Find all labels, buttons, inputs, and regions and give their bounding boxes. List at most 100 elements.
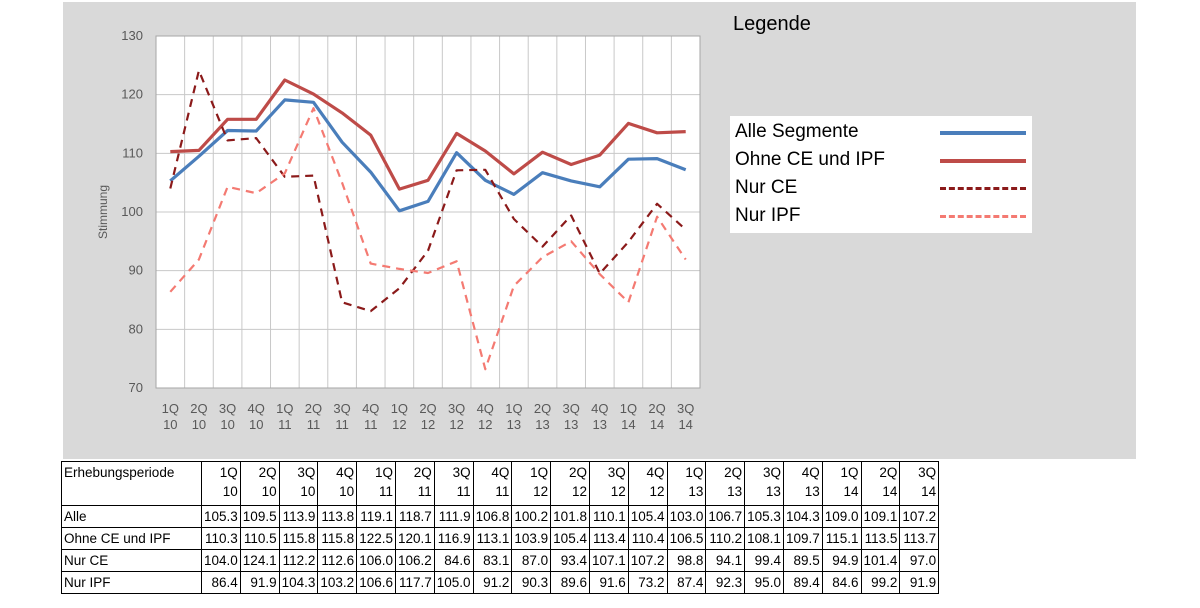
legend-swatch (940, 131, 1026, 135)
legend-item-nur-ipf: Nur IPF (735, 202, 1032, 230)
x-tick-label: 1Q (391, 401, 408, 416)
series-line-1 (170, 78, 686, 191)
table-header-row: Erhebungsperiode 1Q 10 2Q 10 3Q 10 4Q 10 1Q 11 2Q 11… (61, 461, 940, 506)
x-tick-label: 10 (192, 417, 206, 432)
table-header-cell: 3Q 11 (433, 461, 474, 506)
x-tick-label: 10 (163, 417, 177, 432)
table-cell: 117.7 (394, 571, 435, 594)
y-tick-label: 90 (129, 263, 143, 278)
table-cell: 124.1 (239, 549, 280, 572)
table-row: Ohne CE und IPF 110.3 110.5 115.8 115.8 122.5… (61, 527, 940, 550)
legend-swatch (940, 187, 1026, 190)
legend-label: Nur CE (735, 177, 798, 198)
table-header-cell: 1Q 12 (511, 461, 552, 506)
legend-title: Legende (733, 13, 811, 35)
table-cell: 115.8 (317, 527, 358, 550)
table-cell: 109.0 (821, 505, 862, 528)
table-row: Nur CE 104.0 124.1 112.2 112.6 106.0 106.2 84.6… (61, 549, 940, 572)
table-cell: 113.9 (278, 505, 319, 528)
table-cell: 107.2 (627, 549, 668, 572)
table-cell: 115.1 (821, 527, 862, 550)
legend-item-alle-segmente: Alle Segmente (735, 118, 1032, 146)
table-cell: 93.4 (550, 549, 590, 572)
table-cell: 120.1 (394, 527, 435, 550)
table-cell: 98.8 (666, 549, 707, 572)
x-tick-label: 3Q (562, 401, 579, 416)
x-tick-label: 4Q (477, 401, 494, 416)
x-tick-label: 12 (392, 417, 406, 432)
x-tick-label: 11 (307, 417, 321, 432)
x-tick-label: 12 (421, 417, 435, 432)
table-cell: 84.6 (821, 571, 862, 594)
x-tick-label: 12 (478, 417, 492, 432)
table-cell: 109.7 (782, 527, 823, 550)
y-tick-label: 70 (129, 380, 143, 395)
table-cell: 104.3 (278, 571, 319, 594)
table-cell: 91.9 (899, 571, 940, 594)
x-tick-label: 13 (593, 417, 607, 432)
x-tick-label: 2Q (534, 401, 551, 416)
series-line-0 (169, 98, 687, 213)
table-header-cell: 2Q 12 (550, 461, 590, 506)
x-tick-label: 13 (535, 417, 549, 432)
x-tick-label: 10 (249, 417, 263, 432)
x-tick-label: 10 (220, 417, 234, 432)
y-tick-label: 120 (121, 87, 143, 102)
y-tick-label: 110 (122, 145, 143, 160)
series-line-3 (169, 107, 687, 371)
x-tick-label: 14 (678, 417, 692, 432)
table-cell: 113.8 (317, 505, 358, 528)
legend-label: Alle Segmente (735, 121, 859, 142)
table-cell: 101.4 (860, 549, 901, 572)
table-cell: 99.4 (744, 549, 784, 572)
table-cell: 94.1 (705, 549, 746, 572)
table-cell: 101.8 (550, 505, 590, 528)
table-header-cell: 4Q 12 (627, 461, 668, 506)
table-cell: 91.9 (239, 571, 280, 594)
table-header-cell: 2Q 11 (394, 461, 435, 506)
legend-label: Ohne CE und IPF (735, 149, 885, 170)
table-cell: 109.5 (239, 505, 280, 528)
table-cell: 97.0 (899, 549, 940, 572)
table-cell: 86.4 (201, 571, 241, 594)
table-cell: 113.7 (899, 527, 940, 550)
table-cell: 103.2 (317, 571, 358, 594)
table-cell: 106.5 (666, 527, 707, 550)
table-row-label: Nur CE (61, 549, 202, 572)
table-cell: 115.8 (278, 527, 319, 550)
table-cell: 118.7 (394, 505, 435, 528)
table-header-cell: 3Q 13 (744, 461, 784, 506)
table-row-label: Nur IPF (61, 571, 202, 594)
x-tick-label: 12 (449, 417, 463, 432)
x-tick-label: 14 (621, 417, 635, 432)
table-cell: 110.5 (239, 527, 280, 550)
table-cell: 89.6 (550, 571, 590, 594)
table-cell: 87.4 (666, 571, 707, 594)
table-header-cell: 1Q 10 (201, 461, 241, 506)
table-header-cell: 4Q 10 (317, 461, 358, 506)
table-cell: 103.9 (511, 527, 552, 550)
table-cell: 109.1 (860, 505, 901, 528)
table-cell: 105.0 (433, 571, 474, 594)
x-tick-label: 4Q (591, 401, 608, 416)
x-tick-label: 1Q (162, 401, 179, 416)
table-cell: 107.1 (588, 549, 629, 572)
x-tick-label: 3Q (448, 401, 465, 416)
table-row-label: Ohne CE und IPF (61, 527, 202, 550)
table-row: Alle 105.3 109.5 113.9 113.8 119.1 118.7 111.9 1… (61, 505, 940, 528)
table-cell: 108.1 (744, 527, 784, 550)
table-cell: 90.3 (511, 571, 552, 594)
legend-label: Nur IPF (735, 205, 801, 226)
x-tick-label: 2Q (305, 401, 322, 416)
series-line-2 (169, 69, 687, 313)
table-cell: 95.0 (744, 571, 784, 594)
table-cell: 89.4 (782, 571, 823, 594)
x-tick-label: 3Q (219, 401, 236, 416)
table-header-cell: 3Q 10 (278, 461, 319, 506)
x-tick-label: 3Q (677, 401, 694, 416)
table-cell: 122.5 (356, 527, 396, 550)
table-cell: 106.2 (394, 549, 435, 572)
table-header-cell: 3Q 14 (899, 461, 940, 506)
x-tick-label: 2Q (190, 401, 207, 416)
legend-swatch (940, 159, 1026, 163)
